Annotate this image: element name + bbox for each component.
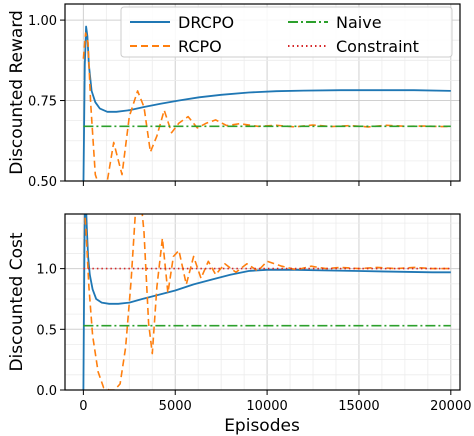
legend-label-naive: Naive bbox=[336, 13, 382, 32]
reward-ytick-label: 1.00 bbox=[28, 14, 57, 29]
cost-ytick-label: 1.0 bbox=[36, 263, 57, 278]
cost-x-ticks: 0 5000 10000 15000 20000 bbox=[79, 390, 471, 414]
cost-ytick-label: 0.5 bbox=[36, 323, 57, 338]
cost-axes-frame bbox=[64, 213, 461, 391]
cost-xtick-label: 5000 bbox=[159, 399, 192, 414]
cost-series-rcpo-line bbox=[83, 214, 451, 390]
cost-series-drcpo-line bbox=[82, 214, 451, 390]
reward-series bbox=[82, 25, 451, 181]
legend-label-drcpo: DRCPO bbox=[178, 13, 234, 32]
x-axis-label: Episodes bbox=[224, 416, 300, 436]
reward-y-axis-label: Discounted Reward bbox=[7, 10, 27, 175]
cost-y-axis-label: Discounted Cost bbox=[7, 232, 27, 371]
cost-xtick-label: 10000 bbox=[246, 399, 287, 414]
legend-box bbox=[120, 6, 453, 58]
legend: DRCPO RCPO Naive Constraint bbox=[120, 6, 453, 58]
legend-label-constraint: Constraint bbox=[336, 37, 419, 56]
cost-y-ticks: 0.0 0.5 1.0 bbox=[36, 263, 65, 399]
cost-ytick-label: 0.0 bbox=[36, 384, 57, 399]
reward-axes-frame bbox=[64, 3, 461, 182]
cost-xtick-label: 0 bbox=[79, 399, 87, 414]
legend-entries: DRCPO RCPO Naive Constraint bbox=[130, 13, 419, 56]
legend-label-rcpo: RCPO bbox=[178, 37, 222, 56]
reward-ytick-label: 0.50 bbox=[28, 175, 57, 190]
reward-ytick-label: 0.75 bbox=[28, 95, 57, 110]
reward-y-ticks: 0.50 0.75 1.00 bbox=[28, 14, 452, 190]
cost-plot-area bbox=[65, 214, 460, 390]
cost-xtick-label: 20000 bbox=[430, 399, 471, 414]
cost-xtick-label: 15000 bbox=[338, 399, 379, 414]
cost-panel: 0.0 0.5 1.0 0 5000 10000 15000 20000 Discounte… bbox=[7, 213, 471, 436]
cost-series bbox=[82, 214, 451, 390]
